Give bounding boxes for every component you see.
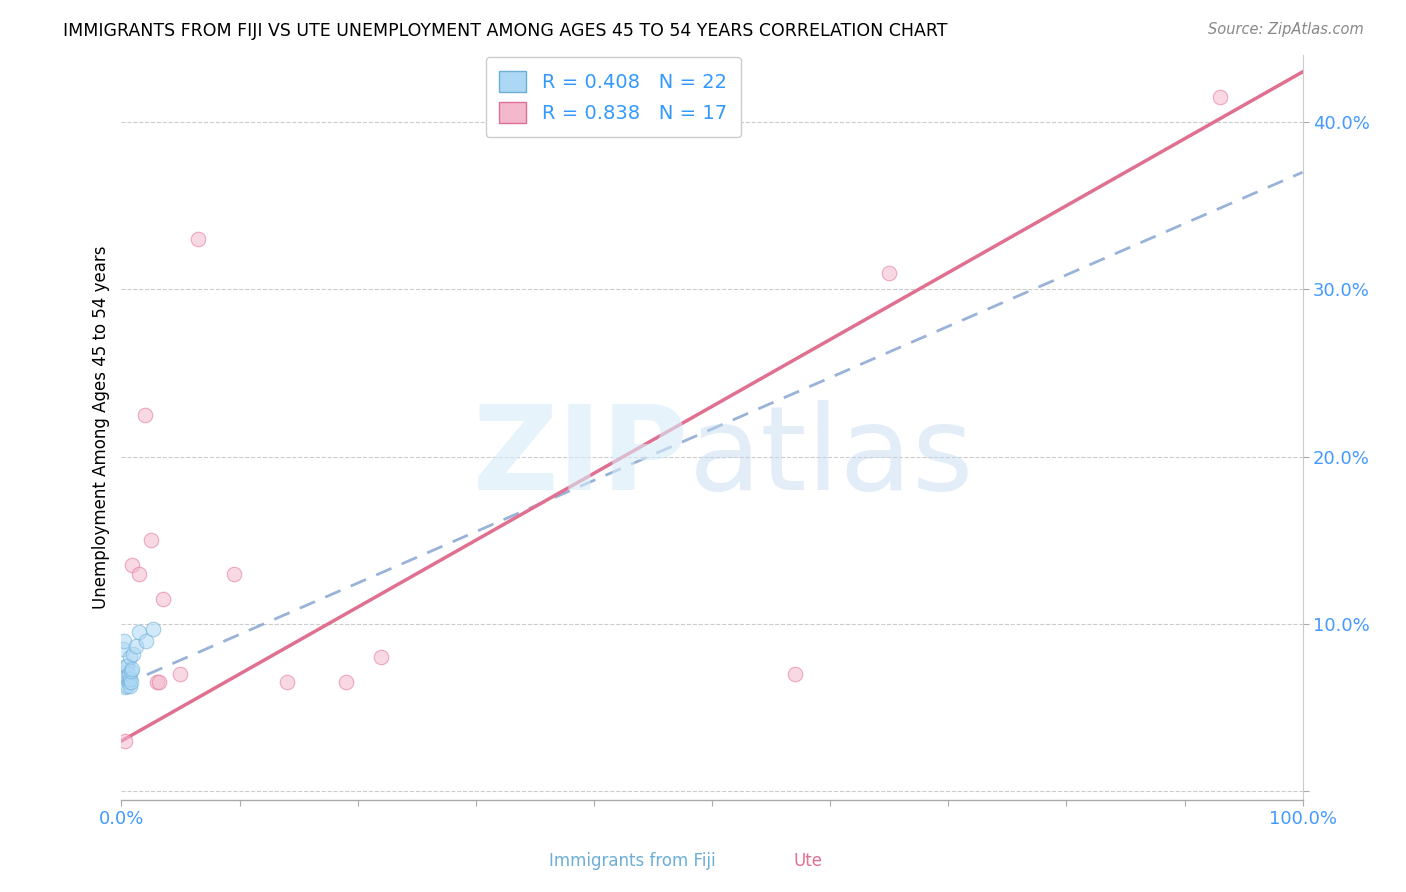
Point xyxy=(111,642,134,657)
Point xyxy=(120,675,142,690)
Point xyxy=(335,675,357,690)
Text: Ute: Ute xyxy=(794,852,823,870)
Point xyxy=(128,566,150,581)
Text: ZIP: ZIP xyxy=(472,400,689,515)
Point xyxy=(148,675,170,690)
Point xyxy=(112,633,135,648)
Point xyxy=(135,633,157,648)
Point xyxy=(114,681,136,695)
Point xyxy=(187,232,209,246)
Point xyxy=(115,665,138,680)
Text: IMMIGRANTS FROM FIJI VS UTE UNEMPLOYMENT AMONG AGES 45 TO 54 YEARS CORRELATION C: IMMIGRANTS FROM FIJI VS UTE UNEMPLOYMENT… xyxy=(63,22,948,40)
Point xyxy=(121,662,143,676)
Y-axis label: Unemployment Among Ages 45 to 54 years: Unemployment Among Ages 45 to 54 years xyxy=(93,245,110,609)
Point xyxy=(117,679,139,693)
Point xyxy=(120,664,142,678)
Point xyxy=(114,670,136,684)
Point xyxy=(370,650,392,665)
Point xyxy=(142,622,165,636)
Text: Source: ZipAtlas.com: Source: ZipAtlas.com xyxy=(1208,22,1364,37)
Point xyxy=(877,266,900,280)
Point xyxy=(124,639,146,653)
Point xyxy=(139,533,162,548)
Point xyxy=(117,675,139,690)
Point xyxy=(276,675,298,690)
Point xyxy=(128,625,150,640)
Point xyxy=(134,408,156,422)
Point xyxy=(118,672,141,686)
Text: Immigrants from Fiji: Immigrants from Fiji xyxy=(550,852,716,870)
Legend: R = 0.408   N = 22, R = 0.838   N = 17: R = 0.408 N = 22, R = 0.838 N = 17 xyxy=(485,57,741,136)
Point xyxy=(115,658,138,673)
Point xyxy=(152,591,174,606)
Point xyxy=(169,667,191,681)
Point xyxy=(222,566,245,581)
Point xyxy=(117,667,139,681)
Point xyxy=(118,679,141,693)
Point xyxy=(121,558,143,573)
Point xyxy=(783,667,806,681)
Text: atlas: atlas xyxy=(689,400,974,515)
Point xyxy=(117,658,139,673)
Point xyxy=(118,650,141,665)
Point xyxy=(146,675,169,690)
Point xyxy=(1209,90,1232,104)
Point xyxy=(122,647,145,661)
Point xyxy=(114,734,136,748)
Point xyxy=(117,669,139,683)
